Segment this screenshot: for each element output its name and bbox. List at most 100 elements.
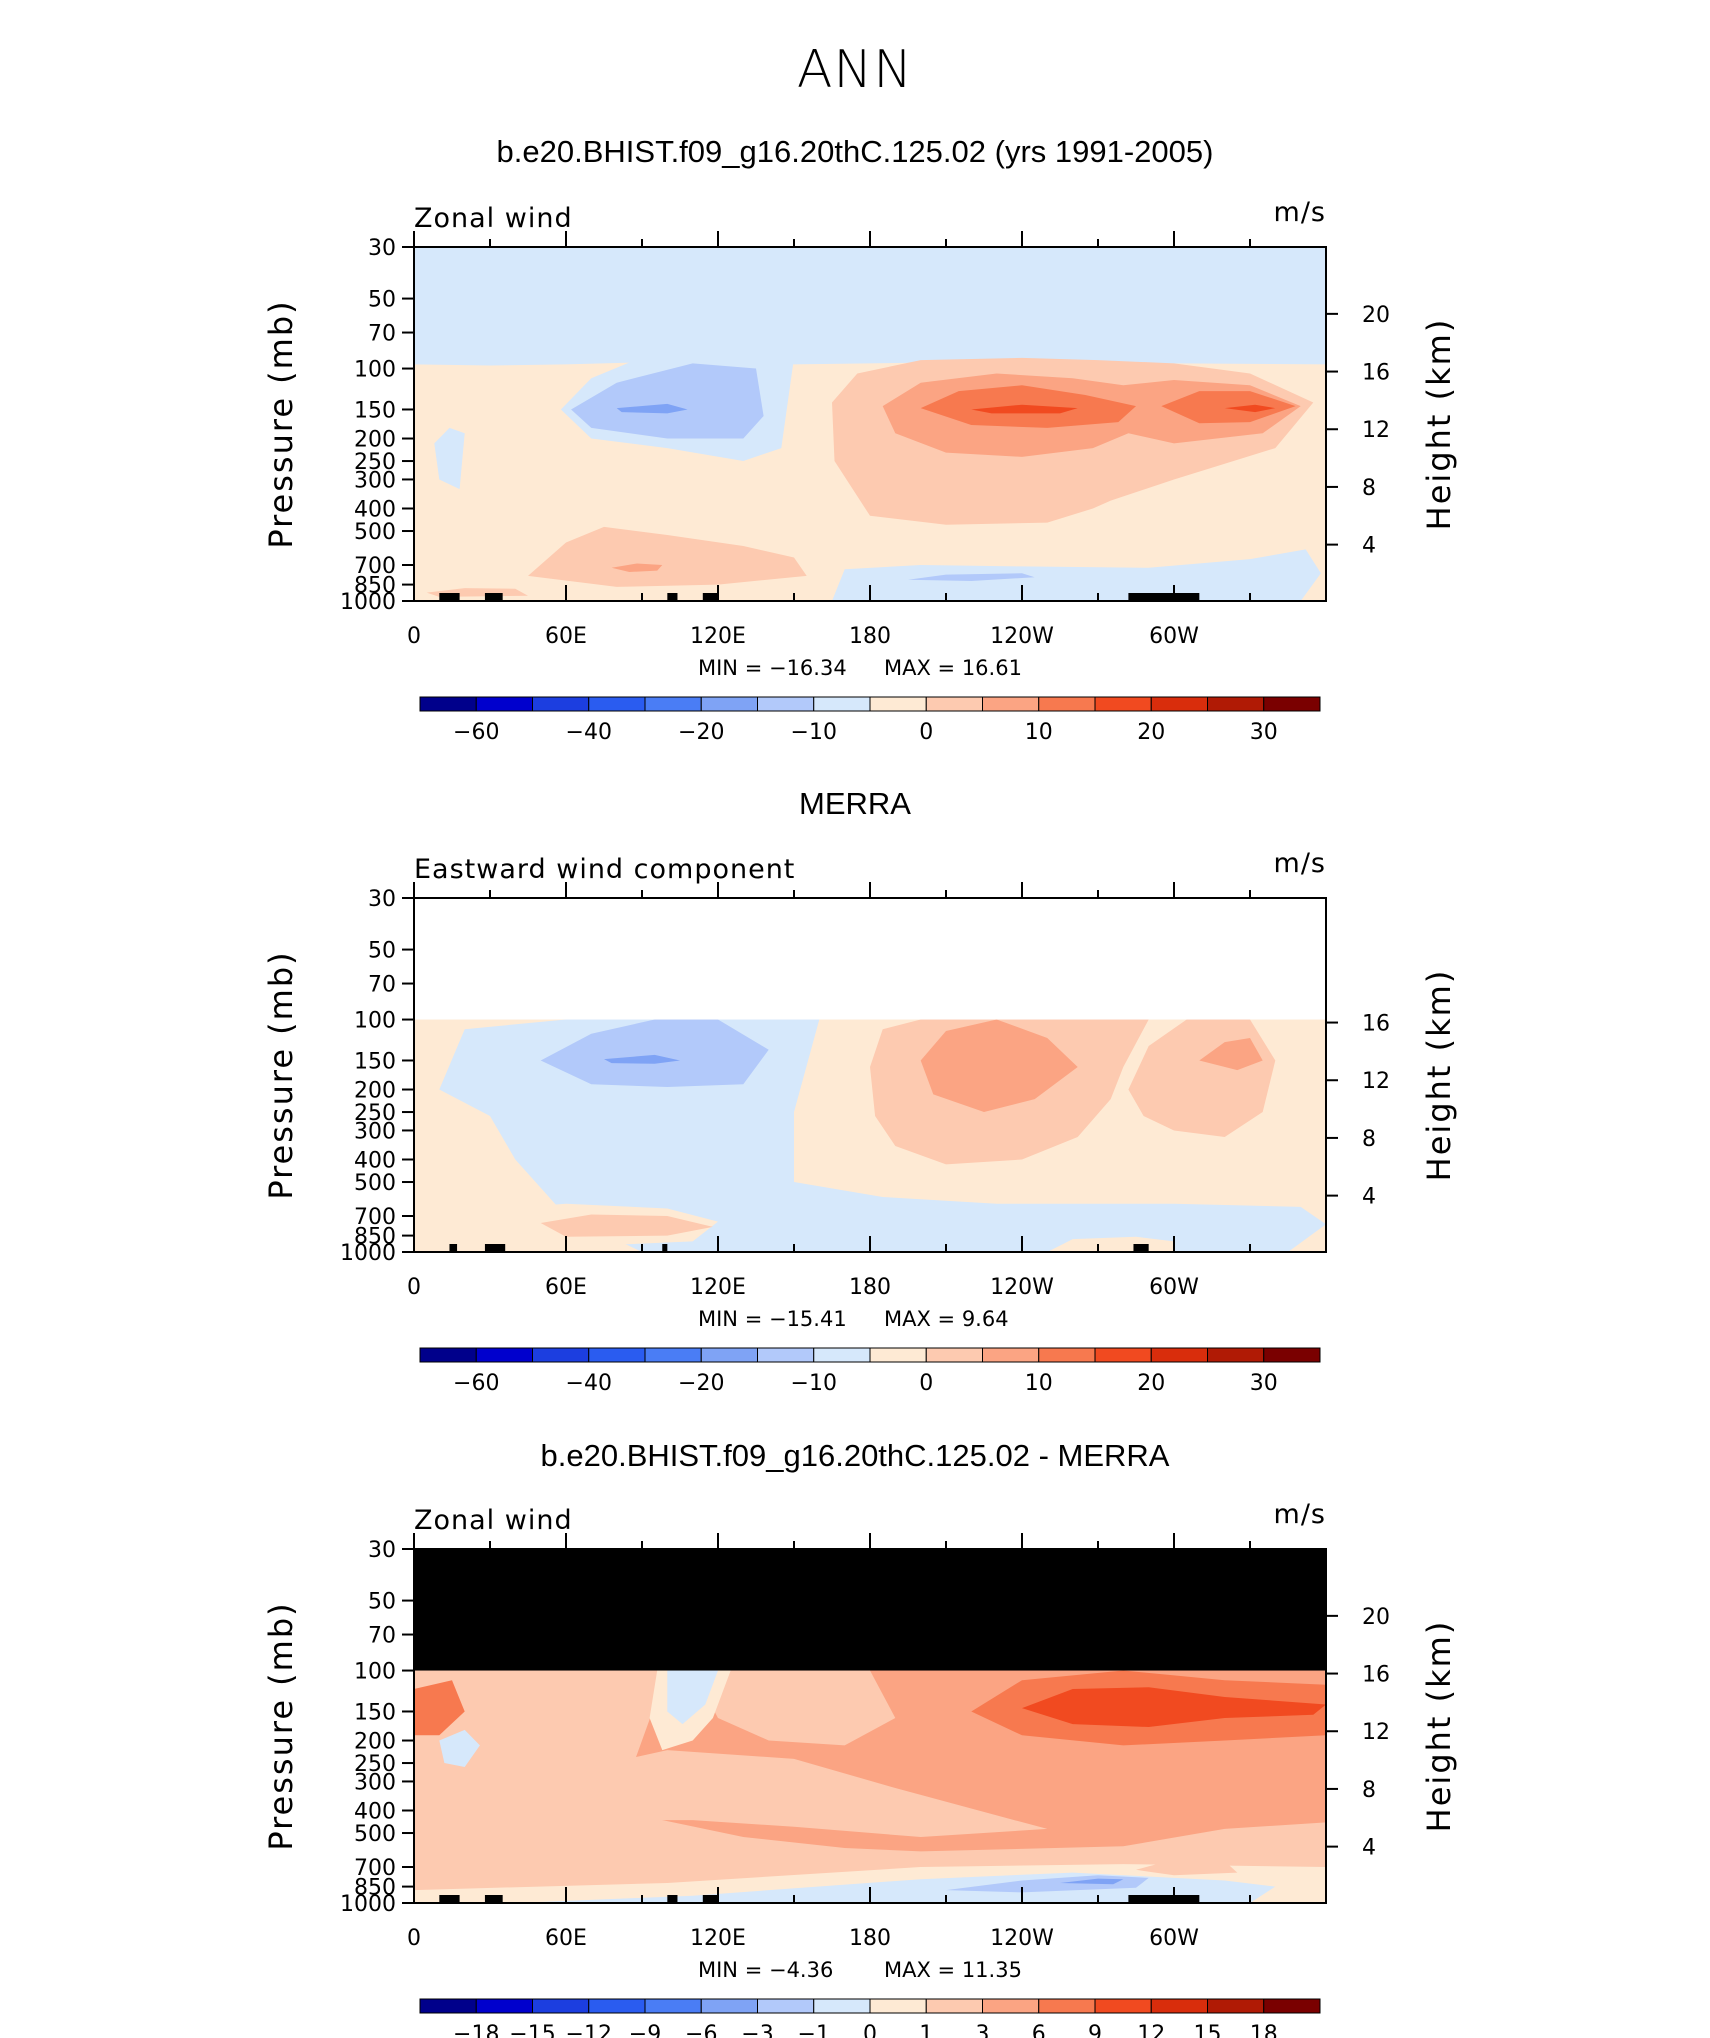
contour-9 <box>1022 1687 1326 1727</box>
pressure-tick-label: 700 <box>354 1205 396 1230</box>
terrain-mask <box>662 1244 668 1252</box>
colorbar-swatch <box>419 1998 477 2014</box>
pressure-axis-label: Pressure (mb) <box>262 950 300 1199</box>
colorbar-swatch <box>1263 1347 1321 1363</box>
contour-20 <box>971 404 1078 414</box>
contour-neg6 <box>1060 1878 1124 1885</box>
pressure-tick-label: 400 <box>354 1799 396 1824</box>
colorbar-label: 10 <box>1025 720 1053 745</box>
panel-2-title: MERRA <box>799 786 911 821</box>
colorbar-swatch <box>757 1347 815 1363</box>
colorbar-swatch <box>700 1998 758 2014</box>
variable-label: Eastward wind component <box>414 854 795 885</box>
lon-tick-label: 120E <box>690 1275 746 1300</box>
colorbar-swatch <box>925 1347 983 1363</box>
stratosphere-band <box>414 247 1326 354</box>
height-tick-label: 16 <box>1362 1663 1390 1688</box>
colorbar-label: 20 <box>1137 1371 1165 1396</box>
min-value: MIN = −4.36 <box>698 1958 833 1982</box>
colorbar-swatch <box>869 696 927 712</box>
colorbar-label: 9 <box>1088 2022 1102 2038</box>
height-tick-label: 8 <box>1362 476 1376 501</box>
colorbar-swatch <box>813 1998 871 2014</box>
terrain-mask <box>484 593 503 601</box>
colorbar-swatch <box>869 1347 927 1363</box>
pressure-tick-label: 30 <box>368 887 396 912</box>
lon-tick-label: 0 <box>407 1926 421 1951</box>
colorbar-label: 12 <box>1137 2022 1165 2038</box>
contour-neg1 <box>667 1670 718 1725</box>
colorbar-swatch <box>1094 1347 1152 1363</box>
contour-10 <box>920 1019 1078 1112</box>
pressure-tick-label: 100 <box>354 1009 396 1034</box>
colorbar-label: −60 <box>453 720 499 745</box>
colorbar-label: 30 <box>1250 1371 1278 1396</box>
colorbar-label: 15 <box>1194 2022 1222 2038</box>
lon-tick-label: 120W <box>990 1926 1054 1951</box>
lon-tick-label: 120E <box>690 624 746 649</box>
colorbar-swatch <box>588 696 646 712</box>
pressure-tick-label: 1000 <box>340 1892 396 1917</box>
height-tick-label: 16 <box>1362 361 1390 386</box>
height-tick-label: 12 <box>1362 1720 1390 1745</box>
terrain-mask <box>667 1895 678 1903</box>
colorbar-swatch <box>588 1347 646 1363</box>
pressure-tick-label: 150 <box>354 1049 396 1074</box>
pressure-tick-label: 200 <box>354 1079 396 1104</box>
colorbar-label: −40 <box>566 720 612 745</box>
colorbar-swatch <box>1150 1998 1208 2014</box>
colorbar-label: 0 <box>919 720 933 745</box>
colorbar-label: 20 <box>1137 720 1165 745</box>
contour-neg1 <box>439 1729 480 1767</box>
colorbar-label: −20 <box>678 720 724 745</box>
pressure-tick-label: 100 <box>354 358 396 383</box>
colorbar-label: −6 <box>685 2022 717 2038</box>
colorbar-swatch <box>419 696 477 712</box>
terrain-mask <box>439 593 460 601</box>
contour-neg10 <box>571 363 764 439</box>
max-value: MAX = 9.64 <box>884 1307 1009 1331</box>
pressure-tick-label: 70 <box>368 1624 396 1649</box>
contour-neg10 <box>540 1019 769 1087</box>
colorbar-swatch <box>982 696 1040 712</box>
lon-tick-label: 60W <box>1149 1275 1199 1300</box>
masked-upper-levels <box>414 898 1326 1020</box>
colorbar-swatch <box>588 1998 646 2014</box>
colorbar-swatch <box>700 1347 758 1363</box>
colorbar-swatch <box>1150 1347 1208 1363</box>
colorbar-swatch <box>700 696 758 712</box>
height-tick-label: 20 <box>1362 1605 1390 1630</box>
terrain-mask <box>439 1895 460 1903</box>
contour-neg15 <box>616 403 688 414</box>
height-axis-label: Height (km) <box>1420 1620 1458 1833</box>
lon-tick-label: 180 <box>849 624 891 649</box>
height-tick-label: 12 <box>1362 1069 1390 1094</box>
units-label: m/s <box>1274 197 1326 228</box>
colorbar-swatch <box>869 1998 927 2014</box>
height-tick-label: 8 <box>1362 1778 1376 1803</box>
colorbar-label: −10 <box>791 720 837 745</box>
terrain-mask <box>484 1244 506 1252</box>
contour-5 <box>540 1214 713 1237</box>
colorbar-label: −3 <box>741 2022 773 2038</box>
colorbar-label: 10 <box>1025 1371 1053 1396</box>
lon-tick-label: 60W <box>1149 1926 1199 1951</box>
pressure-tick-label: 70 <box>368 973 396 998</box>
pressure-tick-label: 70 <box>368 322 396 347</box>
lon-tick-label: 120E <box>690 1926 746 1951</box>
colorbar-swatch <box>757 1998 815 2014</box>
terrain-mask <box>702 593 718 601</box>
terrain-mask <box>667 593 678 601</box>
pressure-tick-label: 400 <box>354 497 396 522</box>
pressure-tick-label: 30 <box>368 236 396 261</box>
pressure-tick-label: 50 <box>368 939 396 964</box>
min-value: MIN = −16.34 <box>698 656 847 680</box>
terrain-mask <box>1128 593 1200 601</box>
pressure-tick-label: 100 <box>354 1660 396 1685</box>
height-tick-label: 4 <box>1362 534 1376 559</box>
lon-tick-label: 0 <box>407 1275 421 1300</box>
pressure-tick-label: 250 <box>354 1752 396 1777</box>
height-tick-label: 20 <box>1362 303 1390 328</box>
terrain-mask <box>702 1895 718 1903</box>
